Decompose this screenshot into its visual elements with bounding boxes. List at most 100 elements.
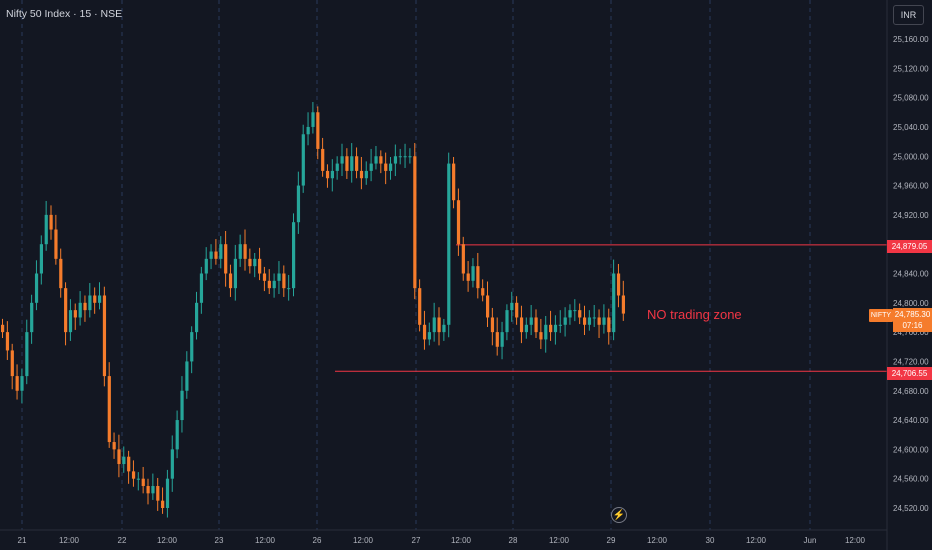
candle-body-15 (73, 310, 77, 318)
candle-body-109 (529, 317, 533, 325)
candle-body-68 (330, 170, 334, 179)
candle-body-27 (131, 471, 136, 479)
candle-body-58 (282, 273, 286, 289)
candle-body-72 (350, 156, 354, 171)
currency-button[interactable]: INR (893, 5, 924, 25)
time-label-5: 12:00 (255, 536, 276, 545)
candle-body-107 (519, 317, 524, 333)
candle-body-112 (544, 324, 548, 340)
candle-body-6 (30, 302, 34, 333)
candle-body-122 (592, 317, 596, 319)
candle-body-99 (481, 288, 485, 296)
candle-body-25 (122, 456, 126, 465)
candle-body-81 (393, 156, 398, 164)
time-label-4: 23 (215, 536, 224, 545)
candle-body-34 (165, 478, 170, 508)
candle-body-16 (78, 302, 82, 318)
time-label-14: 30 (706, 536, 715, 545)
candle-body-86 (418, 288, 422, 325)
candle-body-52 (253, 258, 257, 267)
candle-body-21 (102, 295, 107, 377)
candlestick-series (1, 102, 625, 518)
time-label-17: 12:00 (845, 536, 866, 545)
candle-body-123 (597, 317, 601, 325)
price-tick-0: 25,160.00 (893, 35, 929, 44)
price-tick-9: 24,800.00 (893, 299, 929, 308)
candle-body-20 (98, 295, 102, 303)
candle-body-74 (359, 170, 364, 179)
price-tick-15: 24,560.00 (893, 475, 929, 484)
candle-body-26 (127, 456, 131, 472)
candle-body-4 (20, 376, 24, 391)
candle-body-101 (490, 317, 495, 333)
candle-body-113 (549, 324, 553, 333)
candle-body-12 (59, 258, 63, 289)
candle-body-97 (471, 266, 475, 281)
candle-body-90 (437, 317, 441, 333)
candle-body-105 (510, 302, 514, 311)
price-tick-10: 24,760.00 (893, 328, 929, 337)
candle-body-85 (413, 156, 417, 289)
candle-body-55 (267, 280, 271, 289)
candle-body-10 (49, 214, 53, 230)
candle-body-117 (568, 310, 572, 318)
symbol-title[interactable]: Nifty 50 Index · 15 · NSE (6, 8, 123, 20)
time-label-8: 27 (412, 536, 421, 545)
candle-body-30 (146, 486, 150, 494)
candle-body-106 (515, 302, 519, 318)
candle-body-96 (466, 273, 470, 281)
candle-body-29 (141, 478, 145, 487)
time-label-12: 29 (607, 536, 616, 545)
candle-body-87 (422, 324, 427, 340)
lower-level-badge: 24,706.55 (887, 367, 932, 380)
candle-body-14 (68, 310, 73, 333)
price-tick-1: 25,120.00 (893, 64, 929, 73)
candle-body-60 (292, 222, 296, 289)
candle-body-46 (224, 244, 228, 274)
candle-body-18 (88, 295, 92, 311)
candle-body-121 (587, 317, 592, 325)
candle-body-44 (214, 251, 218, 259)
candle-body-39 (190, 332, 194, 362)
candle-body-24 (117, 449, 121, 465)
time-label-15: 12:00 (746, 536, 767, 545)
candle-body-125 (607, 317, 611, 333)
price-tick-14: 24,600.00 (893, 445, 929, 454)
time-label-2: 22 (118, 536, 127, 545)
candle-body-40 (195, 302, 199, 333)
candle-body-98 (476, 266, 480, 289)
price-tick-4: 25,000.00 (893, 152, 929, 161)
candle-body-61 (296, 185, 301, 223)
candle-body-36 (175, 420, 179, 450)
candle-body-37 (180, 390, 184, 421)
candle-body-0 (1, 324, 5, 333)
time-label-13: 12:00 (647, 536, 668, 545)
candle-body-71 (345, 156, 349, 171)
time-label-11: 12:00 (549, 536, 570, 545)
candle-body-64 (311, 112, 315, 127)
candle-body-56 (272, 280, 276, 289)
candle-body-38 (185, 361, 189, 391)
candle-body-33 (161, 500, 165, 508)
candle-body-32 (156, 486, 160, 501)
candle-body-67 (325, 170, 330, 179)
candle-body-110 (534, 317, 538, 333)
candle-body-66 (321, 148, 325, 171)
time-label-0: 21 (18, 536, 27, 545)
chart-annotation[interactable]: NO trading zone (647, 307, 742, 322)
bolt-icon[interactable]: ⚡ (611, 507, 627, 523)
price-tick-5: 24,960.00 (893, 182, 929, 191)
time-label-9: 12:00 (451, 536, 472, 545)
candle-body-43 (209, 251, 213, 259)
price-tick-2: 25,080.00 (893, 94, 929, 103)
time-label-7: 12:00 (353, 536, 374, 545)
candle-body-103 (500, 332, 504, 347)
candle-body-7 (34, 273, 39, 303)
candle-body-92 (447, 163, 451, 325)
candle-body-108 (524, 324, 528, 333)
upper-level-badge: 24,879.05 (887, 240, 932, 253)
candle-body-76 (369, 163, 373, 171)
candle-body-45 (219, 244, 223, 259)
candle-body-77 (374, 156, 378, 164)
